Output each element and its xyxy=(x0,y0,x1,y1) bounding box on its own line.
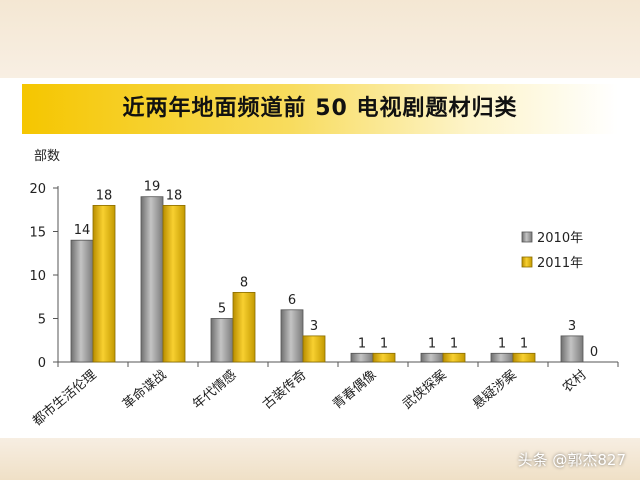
bar-series-2010 xyxy=(140,196,164,363)
bar-series-2010 xyxy=(70,239,94,363)
data-label: 3 xyxy=(568,319,576,334)
data-label: 1 xyxy=(520,336,528,351)
y-tick-label: 0 xyxy=(38,356,46,371)
bar-series-2010 xyxy=(280,309,304,363)
bar-series-2011 xyxy=(232,291,256,363)
y-tick-label: 20 xyxy=(29,182,46,197)
data-label: 18 xyxy=(166,188,183,203)
background-bottom xyxy=(0,438,640,480)
legend-swatch xyxy=(521,231,533,243)
x-category-label: 农村 xyxy=(560,368,590,396)
x-category-label: 青春偶像 xyxy=(330,368,379,413)
data-label: 5 xyxy=(218,302,226,317)
bar-series-2010 xyxy=(350,352,374,363)
data-label: 14 xyxy=(74,223,91,238)
title-banner xyxy=(22,84,618,134)
bar-series-2011 xyxy=(162,204,186,363)
watermark: 头条 @郭杰827 xyxy=(517,451,626,469)
data-label: 8 xyxy=(240,275,248,290)
y-tick-label: 10 xyxy=(29,269,46,284)
data-label: 1 xyxy=(428,336,436,351)
data-label: 19 xyxy=(144,180,161,195)
bar-series-2011 xyxy=(302,335,326,363)
bar-series-2011 xyxy=(442,352,466,363)
data-label: 0 xyxy=(590,345,598,360)
x-category-label: 武侠探案 xyxy=(400,368,449,413)
bar-series-2010 xyxy=(490,352,514,363)
x-category-label: 悬疑涉案 xyxy=(469,367,519,413)
data-label: 1 xyxy=(450,336,458,351)
legend-label: 2011年 xyxy=(537,256,583,271)
data-label: 1 xyxy=(380,336,388,351)
data-label: 1 xyxy=(358,336,366,351)
x-category-label: 都市生活伦理 xyxy=(30,367,100,429)
data-label: 18 xyxy=(96,188,113,203)
chart-title: 近两年地面频道前 50 电视剧题材归类 xyxy=(122,96,518,121)
bar-series-2010 xyxy=(420,352,444,363)
bar-series-2010 xyxy=(210,318,234,363)
y-axis-label: 部数 xyxy=(34,149,60,164)
x-category-label: 年代情感 xyxy=(189,367,239,413)
data-label: 1 xyxy=(498,336,506,351)
bar-series-2011 xyxy=(372,352,396,363)
data-label: 6 xyxy=(288,293,296,308)
y-tick-label: 5 xyxy=(38,313,46,328)
bar-series-2010 xyxy=(560,335,584,363)
data-label: 3 xyxy=(310,319,318,334)
x-category-label: 革命谍战 xyxy=(119,367,169,413)
legend-label: 2010年 xyxy=(537,231,583,246)
x-category-label: 古装传奇 xyxy=(259,367,309,413)
legend-swatch xyxy=(521,256,533,268)
bar-series-2011 xyxy=(92,204,116,363)
y-tick-label: 15 xyxy=(29,226,46,241)
background-top xyxy=(0,0,640,78)
bar-series-2011 xyxy=(512,352,536,363)
